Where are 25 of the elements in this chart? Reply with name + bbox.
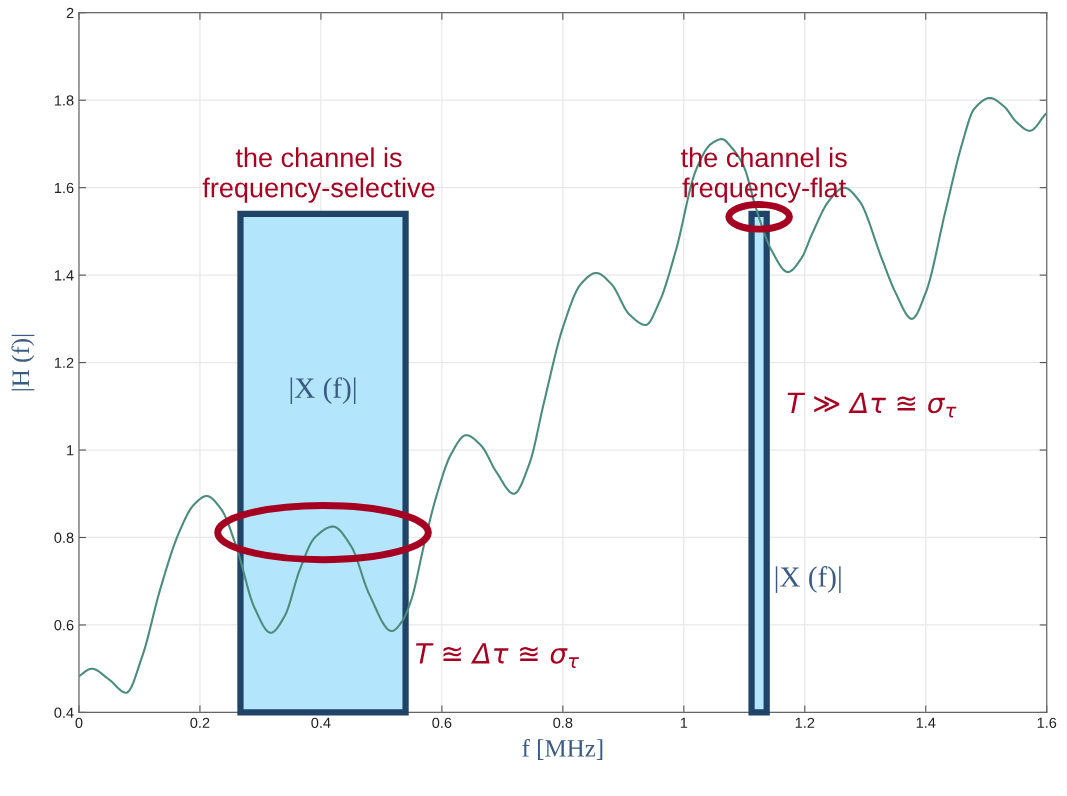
y-tick-label: 1.4 <box>54 270 74 281</box>
x-tick-label: 1.6 <box>1037 717 1057 728</box>
annotation: T ≊ Δτ ≊ σ$_{τ}$ <box>415 643 579 668</box>
band-label: |X (f)| <box>775 566 841 593</box>
x-tick-label: 0.2 <box>190 717 210 728</box>
x-axis-title: f [MHz] <box>522 738 603 760</box>
y-tick-label: 1.6 <box>54 182 74 194</box>
y-tick-label: 1.8 <box>54 95 74 106</box>
annotation: T ≫ Δτ ≊ σ$_{τ}$ <box>787 392 957 418</box>
x-tick-label: 1 <box>680 717 688 728</box>
x-tick-label: 0.4 <box>311 717 331 728</box>
y-tick-label: 0.8 <box>54 532 74 543</box>
band-label: |X (f)| <box>290 377 356 404</box>
x-tick-label: 0.8 <box>553 717 573 728</box>
annotation: the channel is frequency-selective <box>202 147 435 203</box>
x-tick-label: 1.4 <box>916 717 936 728</box>
x-tick-label: 1.2 <box>795 717 815 728</box>
x-tick-label: 0 <box>75 717 83 728</box>
y-tick-label: 1 <box>67 445 74 456</box>
x-tick-label: 0.6 <box>432 717 452 728</box>
y-tick-label: 2 <box>66 7 74 19</box>
y-axis-title: |H (f)| <box>11 334 35 391</box>
y-tick-label: 0.6 <box>54 620 74 631</box>
y-tick-label: 0.4 <box>54 707 74 718</box>
y-tick-label: 1.2 <box>54 357 74 368</box>
